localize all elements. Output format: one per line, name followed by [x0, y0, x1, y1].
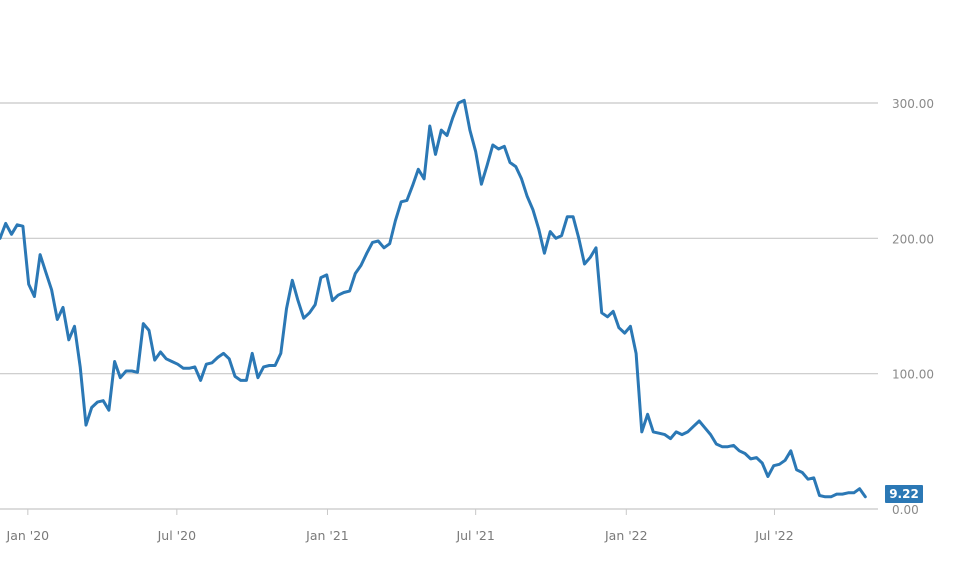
- grid-layer: [0, 102, 878, 510]
- y-axis: 300.00 200.00 100.00 0.00: [892, 97, 934, 517]
- last-value-label: 9.22: [889, 487, 919, 501]
- y-tick-label: 0.00: [892, 503, 919, 517]
- last-value-badge-box: [885, 485, 923, 503]
- x-tick-label: Jul '22: [754, 528, 793, 543]
- series-layer: [0, 98, 867, 499]
- x-axis: Jan '20 Jul '20 Jan '21 Jul '21 Jan '22 Jul '…: [6, 509, 794, 543]
- last-value-badge: 9.22: [885, 485, 923, 503]
- x-tick-label: Jan '22: [604, 528, 648, 543]
- x-tick-label: Jan '21: [305, 528, 349, 543]
- x-tick-label: Jul '21: [455, 528, 494, 543]
- y-tick-label: 200.00: [892, 232, 934, 246]
- x-tick-label: Jan '20: [6, 528, 50, 543]
- y-tick-label: 300.00: [892, 97, 934, 111]
- series-line: [0, 98, 867, 499]
- y-tick-label: 100.00: [892, 368, 934, 382]
- x-tick-label: Jul '20: [157, 528, 196, 543]
